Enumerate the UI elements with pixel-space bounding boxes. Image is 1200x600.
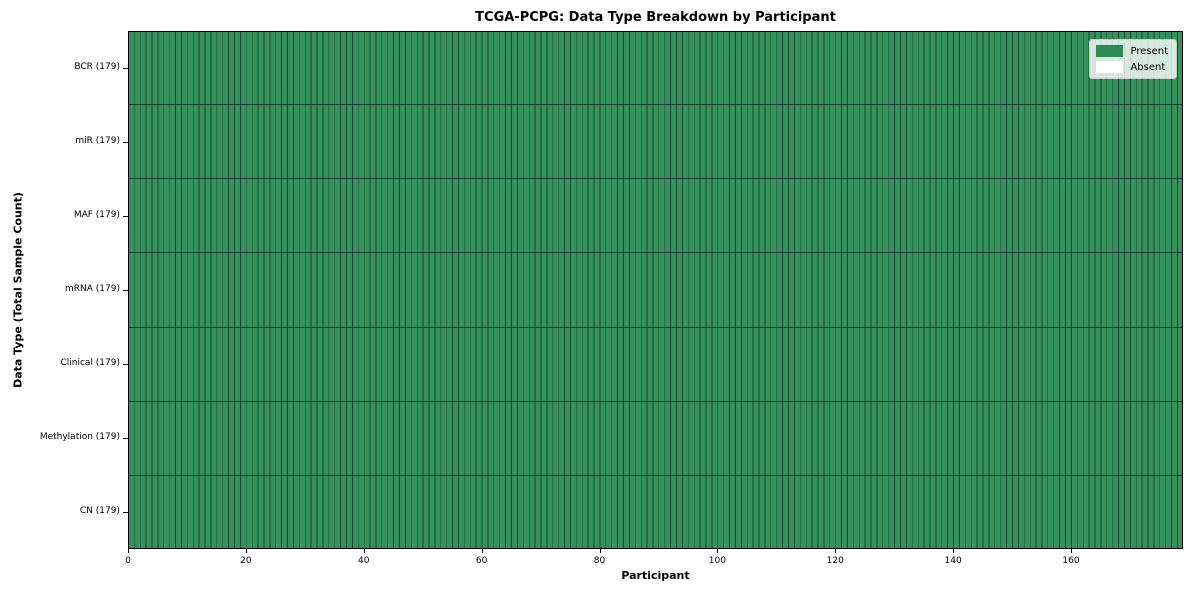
x-tick-mark (953, 549, 955, 553)
y-tick-label: MAF (179) (73, 210, 120, 220)
x-tick-label: 160 (1062, 556, 1080, 566)
x-tick-mark (481, 549, 483, 553)
y-tick-mark (123, 68, 128, 69)
x-tick-label: 140 (944, 556, 962, 566)
legend-item-absent: Absent (1096, 61, 1168, 73)
heatmap-row (128, 179, 1183, 254)
x-tick-label: 0 (125, 556, 131, 566)
x-tick-mark (363, 549, 365, 553)
y-tick-mark (123, 142, 128, 143)
x-tick-label: 80 (593, 556, 606, 566)
x-tick-mark (128, 549, 129, 553)
absent-swatch-icon (1096, 61, 1124, 73)
x-tick-label: 120 (826, 556, 844, 566)
y-tick-label: mRNA (179) (65, 284, 120, 294)
y-tick-label: CN (179) (79, 506, 120, 516)
heatmap-row (128, 475, 1183, 549)
x-tick-label: 20 (240, 556, 252, 566)
y-tick-mark (123, 512, 128, 513)
legend: Present Absent (1089, 39, 1177, 79)
chart-title: TCGA-PCPG: Data Type Breakdown by Partic… (475, 10, 836, 25)
plot-area: Present Absent BCR (179) miR (179) MAF (17… (40, 31, 1183, 566)
legend-item-present: Present (1096, 45, 1168, 57)
y-tick-label: BCR (179) (74, 62, 120, 72)
heatmap-row (128, 31, 1183, 106)
heatmap-rows (128, 31, 1183, 549)
x-tick-mark (835, 549, 837, 553)
heatmap-row (128, 327, 1183, 402)
x-tick-mark (599, 549, 601, 553)
y-tick-label: Methylation (179) (39, 432, 120, 442)
present-swatch-icon (1096, 45, 1124, 57)
x-tick-label: 40 (358, 556, 370, 566)
y-tick-mark (123, 290, 128, 291)
y-tick-label: miR (179) (75, 136, 120, 146)
heatmap-row (128, 401, 1183, 476)
x-tick-mark (717, 549, 719, 553)
x-tick-label: 60 (475, 556, 488, 566)
y-tick-mark (123, 216, 128, 217)
heatmap-row (128, 105, 1183, 180)
x-axis-label: Participant (621, 569, 690, 582)
y-tick-mark (123, 364, 128, 365)
y-tick-label: Clinical (179) (60, 358, 120, 368)
x-tick-mark (245, 549, 247, 553)
heatmap-row (128, 253, 1183, 328)
legend-label-absent: Absent (1130, 61, 1166, 73)
legend-label-present: Present (1130, 45, 1168, 57)
y-tick-mark (123, 438, 128, 439)
x-tick-label: 100 (708, 556, 726, 566)
x-tick-mark (1071, 549, 1073, 553)
